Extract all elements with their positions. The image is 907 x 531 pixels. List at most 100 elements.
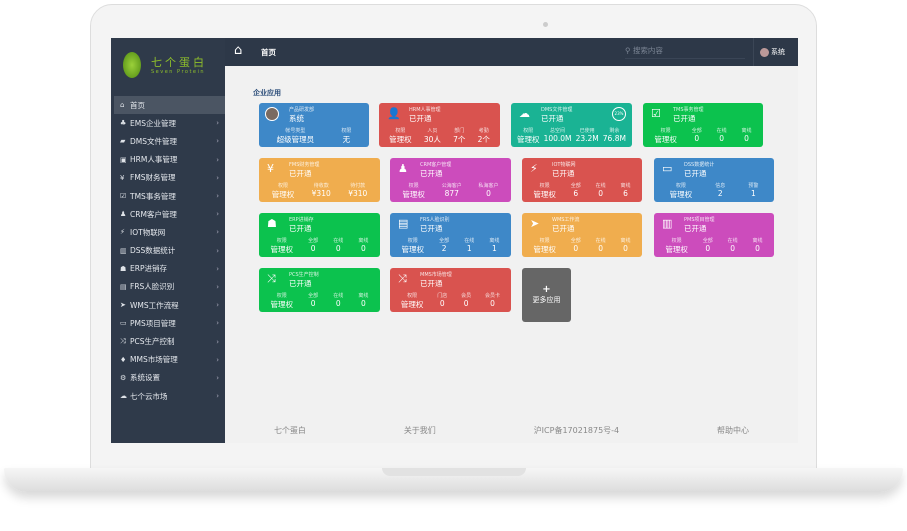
stat-label: 会员 — [461, 293, 472, 299]
stat: 私海客户 0 — [479, 182, 499, 200]
stat-value: 管理权 — [400, 300, 424, 309]
sidebar-item[interactable]: ▤ FRS人脸识别 › — [114, 278, 225, 296]
stat-value: 1 — [751, 189, 756, 198]
footer-link[interactable]: 帮助中心 — [717, 426, 750, 435]
app-card[interactable]: ▥ PMS项目管理 已开通 权限 管理权 全部 0 在线 0 离线 0 — [654, 213, 774, 257]
logo[interactable]: 七个蛋白 Seven Protein — [123, 52, 223, 82]
stat-value: 100.0M — [543, 134, 572, 143]
sidebar-item[interactable]: ☗ ERP进销存 › — [114, 260, 225, 278]
menu-icon: ♦ — [120, 355, 127, 364]
stat-label: 权限 — [276, 238, 287, 244]
app-status: 已开通 — [552, 224, 575, 233]
sidebar-item-label: MMS市场管理 — [130, 355, 178, 365]
stat: 权限 管理权 — [402, 182, 425, 200]
app-card[interactable]: ⤨ PCS生产控制 已开通 权限 管理权 全部 0 在线 0 离线 0 — [259, 268, 380, 312]
stat-value: 1 — [492, 244, 497, 253]
menu-icon: ▣ — [120, 155, 127, 164]
app-stats: 权限 管理权 信息 2 预警 1 — [658, 182, 770, 200]
header: ⌂ 首页 ⚲ 搜索内容 系统 — [225, 38, 798, 66]
home-icon[interactable]: ⌂ — [234, 43, 243, 58]
stat-label: 权限 — [277, 183, 288, 189]
stat: 在线 0 — [333, 237, 343, 255]
avatar — [265, 107, 279, 121]
app-status: 已开通 — [289, 279, 312, 288]
app-icon: 👤 — [387, 107, 401, 120]
stat-label: 在线 — [727, 238, 738, 244]
stat-label: 预警 — [748, 183, 759, 189]
sidebar-item[interactable]: ♦ MMS市场管理 › — [114, 351, 225, 369]
sidebar-item[interactable]: ♣ EMS企业管理 › — [114, 114, 225, 132]
footer-link[interactable]: 关于我们 — [403, 426, 436, 435]
stat: 权限 管理权 — [401, 292, 424, 310]
app-status: 已开通 — [684, 224, 707, 233]
sidebar-item[interactable]: ▰ DMS文件管理 › — [114, 132, 225, 150]
app-card[interactable]: 产品研发部 系统 帐号类型 超级管理员 权限无 — [259, 103, 369, 147]
sidebar-item-label: PMS项目管理 — [130, 318, 176, 328]
sidebar-item[interactable]: ⚙ 系统设置 › — [114, 369, 225, 387]
menu-icon: ➤ — [120, 301, 126, 310]
stat: 在线 0 — [333, 292, 343, 310]
stat-value: ¥310 — [348, 189, 368, 198]
app-card[interactable]: 👤 HRM人事管理 已开通 权限 管理权 人员 30人 部门 7个 考勤 2个 — [379, 103, 500, 147]
sidebar-item[interactable]: ▣ HRM人事管理 › — [114, 151, 225, 169]
stat-value: 0 — [463, 299, 469, 308]
search-input[interactable]: ⚲ 搜索内容 — [625, 45, 745, 59]
sidebar-item[interactable]: ⚡ IOT物联网 › — [114, 223, 225, 241]
user-menu[interactable]: 系统 — [753, 38, 785, 66]
sidebar-item[interactable]: ⌂ 首页 — [114, 96, 225, 115]
stat: 部门 7个 — [453, 127, 465, 145]
menu-icon: ♟ — [120, 210, 127, 219]
sidebar-item[interactable]: ▭ PMS项目管理 › — [114, 314, 225, 332]
stat-label: 在线 — [333, 238, 344, 244]
footer-icp[interactable]: 沪ICP备17021875号-4 — [533, 426, 620, 435]
app-card[interactable]: ☑ TMS事务管理 已开通 权限 管理权 全部 0 在线 0 离线 0 — [643, 103, 763, 147]
sidebar-item[interactable]: ➤ WMS工作流程 › — [114, 296, 225, 314]
stat-label: 权限 — [395, 128, 406, 134]
stat: 剩余 76.8M — [603, 127, 626, 145]
stat-label: 帐号类型 — [285, 128, 306, 134]
stat: 权限 管理权 — [271, 292, 294, 310]
app-card[interactable]: ▤ FRS人脸识别 已开通 权限 管理权 全部 2 在线 1 离线 1 — [390, 213, 511, 257]
sidebar-item[interactable]: ⤨ PCS生产控制 › — [114, 332, 225, 350]
app-card[interactable]: ☗ ERP进销存 已开通 权限 管理权 全部 0 在线 0 离线 0 — [259, 213, 380, 257]
app-card[interactable]: ♟ CRM客户管理 已开通 权限 管理权 公海客户 877 私海客户 0 — [390, 158, 511, 202]
app-name: TMS事务管理 — [673, 107, 704, 113]
stat-value: 0 — [361, 299, 366, 308]
footer-link[interactable]: 七个蛋白 — [273, 426, 306, 435]
stat-label: 全部 — [570, 183, 581, 189]
stat-label: 考勤 — [478, 128, 489, 134]
stat: 全部 0 — [692, 127, 702, 145]
sidebar-item[interactable]: ♟ CRM客户管理 › — [114, 205, 225, 223]
brand-name: 七个蛋白 — [151, 56, 207, 69]
sidebar-item[interactable]: ¥ FMS财务管理 › — [114, 169, 225, 187]
sidebar-item-label: 系统设置 — [130, 373, 160, 383]
stat-value: 6 — [573, 189, 579, 198]
stat: 权限 管理权 — [654, 127, 677, 145]
stat-label: 在线 — [716, 128, 727, 134]
sidebar-item[interactable]: ☑ TMS事务管理 › — [114, 187, 225, 205]
sidebar-item[interactable]: ▥ DSS数据统计 › — [114, 242, 225, 260]
stat: 在线 0 — [717, 127, 727, 145]
app-card[interactable]: ⤨ MMS市场管理 已开通 权限 管理权 门店 0 会员 0 会员卡 0 — [390, 268, 511, 312]
stat: 会员卡 0 — [485, 292, 500, 310]
app-card[interactable]: ¥ FMS财务管理 已开通 权限 管理权 待收款 ¥310 待付款 ¥310 — [259, 158, 380, 202]
stat: 离线 0 — [753, 237, 763, 255]
stat: 权限 管理权 — [271, 237, 294, 255]
app-card[interactable]: ⚡ IOT物联网 已开通 权限 管理权 全部 6 在线 0 离线 6 — [522, 158, 642, 202]
stat-value: 30人 — [423, 135, 441, 144]
chevron-right-icon: › — [216, 119, 219, 128]
sidebar-item-label: DSS数据统计 — [130, 246, 176, 256]
stat-label: 权限 — [276, 293, 287, 299]
stat-value: 管理权 — [270, 245, 294, 254]
stat-value: 管理权 — [533, 245, 556, 254]
chevron-right-icon: › — [216, 282, 219, 291]
more-apps-button[interactable]: + 更多应用 — [522, 268, 571, 322]
sidebar-item[interactable]: ☁ 七个云市场 › — [114, 387, 225, 405]
app-status: 已开通 — [409, 114, 432, 123]
app-card[interactable]: ☁ DMS文件管理 已开通 23% 权限 管理权 总空间 100.0M 已使用 23.2M 剩余 76… — [511, 103, 632, 147]
app-card[interactable]: ▭ DSS数据统计 已开通 权限 管理权 信息 2 预警 1 — [654, 158, 774, 202]
app-card[interactable]: ➤ WMS工作流 已开通 权限 管理权 全部 0 在线 0 离线 0 — [522, 213, 642, 257]
stat-label: 权限 — [675, 183, 686, 189]
app-icon: ▭ — [662, 162, 673, 175]
stat: 权限 管理权 — [272, 182, 295, 200]
